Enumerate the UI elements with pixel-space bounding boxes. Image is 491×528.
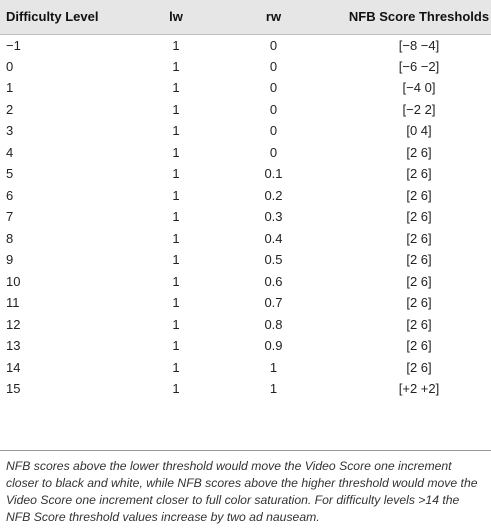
- difficulty-threshold-table: Difficulty Level lw rw NFB Score Thresho…: [0, 0, 491, 400]
- table-row: 12 1 0.8 [2 6]: [0, 314, 491, 336]
- cell-nfb-threshold: [+2 +2]: [398, 381, 440, 397]
- cell-difficulty-level: 7: [6, 209, 14, 225]
- cell-nfb-threshold: [2 6]: [406, 359, 432, 375]
- cell-rw: 0.3: [264, 209, 283, 225]
- cell-lw: 1: [172, 381, 180, 397]
- cell-lw: 1: [172, 359, 180, 375]
- header-rw: rw: [206, 0, 341, 35]
- cell-difficulty-level: 8: [6, 230, 14, 246]
- cell-rw: 0.4: [264, 230, 283, 246]
- table-row: 9 1 0.5 [2 6]: [0, 249, 491, 271]
- cell-nfb-threshold: [−8 −4]: [398, 37, 440, 53]
- cell-nfb-threshold: [2 6]: [406, 338, 432, 354]
- table-header: Difficulty Level lw rw NFB Score Thresho…: [0, 0, 491, 35]
- data-table-container: Difficulty Level lw rw NFB Score Thresho…: [0, 0, 491, 400]
- cell-lw: 1: [172, 144, 180, 160]
- cell-difficulty-level: 12: [6, 316, 21, 332]
- header-nfb-thresholds: NFB Score Thresholds: [341, 0, 491, 35]
- table-row: 7 1 0.3 [2 6]: [0, 206, 491, 228]
- cell-nfb-threshold: [2 6]: [406, 273, 432, 289]
- cell-lw: 1: [172, 252, 180, 268]
- cell-rw: 0: [269, 144, 278, 160]
- cell-rw: 0: [269, 37, 278, 53]
- cell-difficulty-level: 11: [6, 295, 20, 311]
- cell-rw: 1: [269, 381, 278, 397]
- cell-rw: 0.5: [264, 252, 283, 268]
- table-row: 6 1 0.2 [2 6]: [0, 185, 491, 207]
- table-row: 14 1 1 [2 6]: [0, 357, 491, 379]
- cell-rw: 0: [269, 80, 278, 96]
- table-row: 10 1 0.6 [2 6]: [0, 271, 491, 293]
- cell-difficulty-level: 10: [6, 273, 21, 289]
- cell-lw: 1: [172, 295, 180, 311]
- cell-difficulty-level: −1: [6, 37, 21, 53]
- header-row: Difficulty Level lw rw NFB Score Thresho…: [0, 0, 491, 35]
- cell-lw: 1: [172, 123, 180, 139]
- cell-rw: 0: [269, 123, 278, 139]
- cell-lw: 1: [172, 80, 180, 96]
- header-difficulty-level: Difficulty Level: [0, 0, 146, 35]
- cell-difficulty-level: 4: [6, 144, 14, 160]
- cell-rw: 0.2: [264, 187, 283, 203]
- cell-rw: 1: [269, 359, 278, 375]
- cell-lw: 1: [172, 101, 180, 117]
- cell-nfb-threshold: [2 6]: [406, 316, 432, 332]
- table-row: 11 1 0.7 [2 6]: [0, 292, 491, 314]
- table-footnote: NFB scores above the lower threshold wou…: [6, 459, 478, 524]
- cell-lw: 1: [172, 187, 180, 203]
- cell-lw: 1: [172, 230, 180, 246]
- cell-lw: 1: [172, 316, 180, 332]
- cell-rw: 0.7: [264, 295, 283, 311]
- table-row: 0 1 0 [−6 −2]: [0, 56, 491, 78]
- cell-nfb-threshold: [2 6]: [406, 209, 432, 225]
- table-row: 13 1 0.9 [2 6]: [0, 335, 491, 357]
- cell-nfb-threshold: [−2 2]: [402, 101, 436, 117]
- table-row: 4 1 0 [2 6]: [0, 142, 491, 164]
- cell-lw: 1: [172, 37, 180, 53]
- table-row: 8 1 0.4 [2 6]: [0, 228, 491, 250]
- cell-nfb-threshold: [−4 0]: [402, 80, 436, 96]
- cell-nfb-threshold: [2 6]: [406, 144, 432, 160]
- cell-nfb-threshold: [2 6]: [406, 166, 432, 182]
- cell-difficulty-level: 3: [6, 123, 14, 139]
- cell-difficulty-level: 15: [6, 381, 21, 397]
- table-row: 1 1 0 [−4 0]: [0, 77, 491, 99]
- cell-rw: 0: [269, 58, 278, 74]
- cell-difficulty-level: 1: [6, 80, 14, 96]
- cell-nfb-threshold: [2 6]: [406, 252, 432, 268]
- cell-lw: 1: [172, 273, 180, 289]
- table-row: −1 1 0 [−8 −4]: [0, 34, 491, 56]
- cell-rw: 0.9: [264, 338, 283, 354]
- cell-difficulty-level: 6: [6, 187, 14, 203]
- cell-lw: 1: [172, 166, 180, 182]
- cell-rw: 0.6: [264, 273, 283, 289]
- cell-lw: 1: [172, 338, 180, 354]
- cell-difficulty-level: 2: [6, 101, 14, 117]
- table-row: 5 1 0.1 [2 6]: [0, 163, 491, 185]
- cell-lw: 1: [172, 58, 180, 74]
- header-lw: lw: [146, 0, 206, 35]
- cell-difficulty-level: 9: [6, 252, 14, 268]
- table-row: 2 1 0 [−2 2]: [0, 99, 491, 121]
- cell-nfb-threshold: [2 6]: [406, 230, 432, 246]
- cell-nfb-threshold: [2 6]: [406, 295, 432, 311]
- cell-nfb-threshold: [−6 −2]: [398, 58, 440, 74]
- cell-rw: 0.1: [264, 166, 283, 182]
- cell-difficulty-level: 14: [6, 359, 21, 375]
- cell-rw: 0: [269, 101, 278, 117]
- cell-lw: 1: [172, 209, 180, 225]
- cell-difficulty-level: 5: [6, 166, 14, 182]
- table-row: 15 1 1 [+2 +2]: [0, 378, 491, 400]
- cell-rw: 0.8: [264, 316, 283, 332]
- table-bottom-rule: [0, 450, 491, 451]
- cell-difficulty-level: 0: [6, 58, 14, 74]
- table-body: −1 1 0 [−8 −4] 0 1 0 [−6 −2] 1 1 0 [−4 0] 2 1 0 [−2 2] 3…: [0, 34, 491, 400]
- table-row: 3 1 0 [0 4]: [0, 120, 491, 142]
- cell-difficulty-level: 13: [6, 338, 21, 354]
- cell-nfb-threshold: [2 6]: [406, 187, 432, 203]
- cell-nfb-threshold: [0 4]: [406, 123, 432, 139]
